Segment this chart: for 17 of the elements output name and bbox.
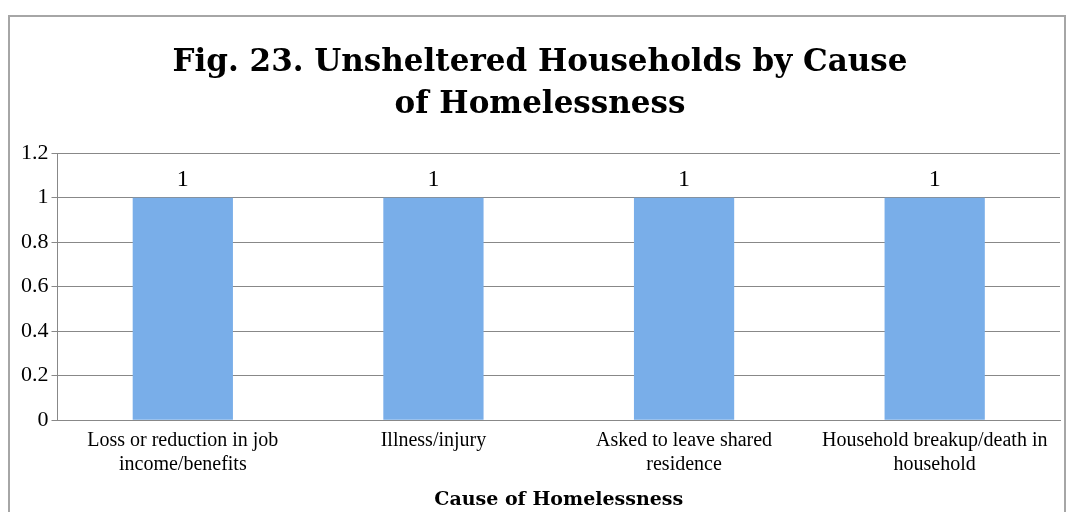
data-label: 1 (176, 165, 189, 191)
y-tick-label: 0.6 (21, 272, 49, 298)
x-tick-label: Illness/injury (380, 428, 487, 452)
x-tick-label: Loss or reduction in job income/benefits (87, 428, 279, 475)
chart-title: Fig. 23. Unsheltered Households by Cause of Homelessness (171, 41, 909, 122)
data-label: 1 (678, 165, 691, 191)
y-tick-label: 0.4 (21, 316, 49, 342)
data-label: 1 (928, 165, 941, 191)
data-label: 1 (427, 165, 440, 191)
y-tick-label: 0.8 (21, 227, 49, 253)
y-tick-label: 0 (37, 405, 49, 431)
y-tick-label: 1 (37, 183, 49, 209)
y-tick-label: 1.2 (21, 138, 49, 164)
x-tick-label: Asked to leave shared residence (596, 428, 773, 475)
x-axis-title: Cause of Homelessness (434, 486, 684, 509)
x-tick-label: Household breakup/death in household (821, 428, 1048, 475)
y-tick-label: 0.2 (21, 361, 49, 387)
